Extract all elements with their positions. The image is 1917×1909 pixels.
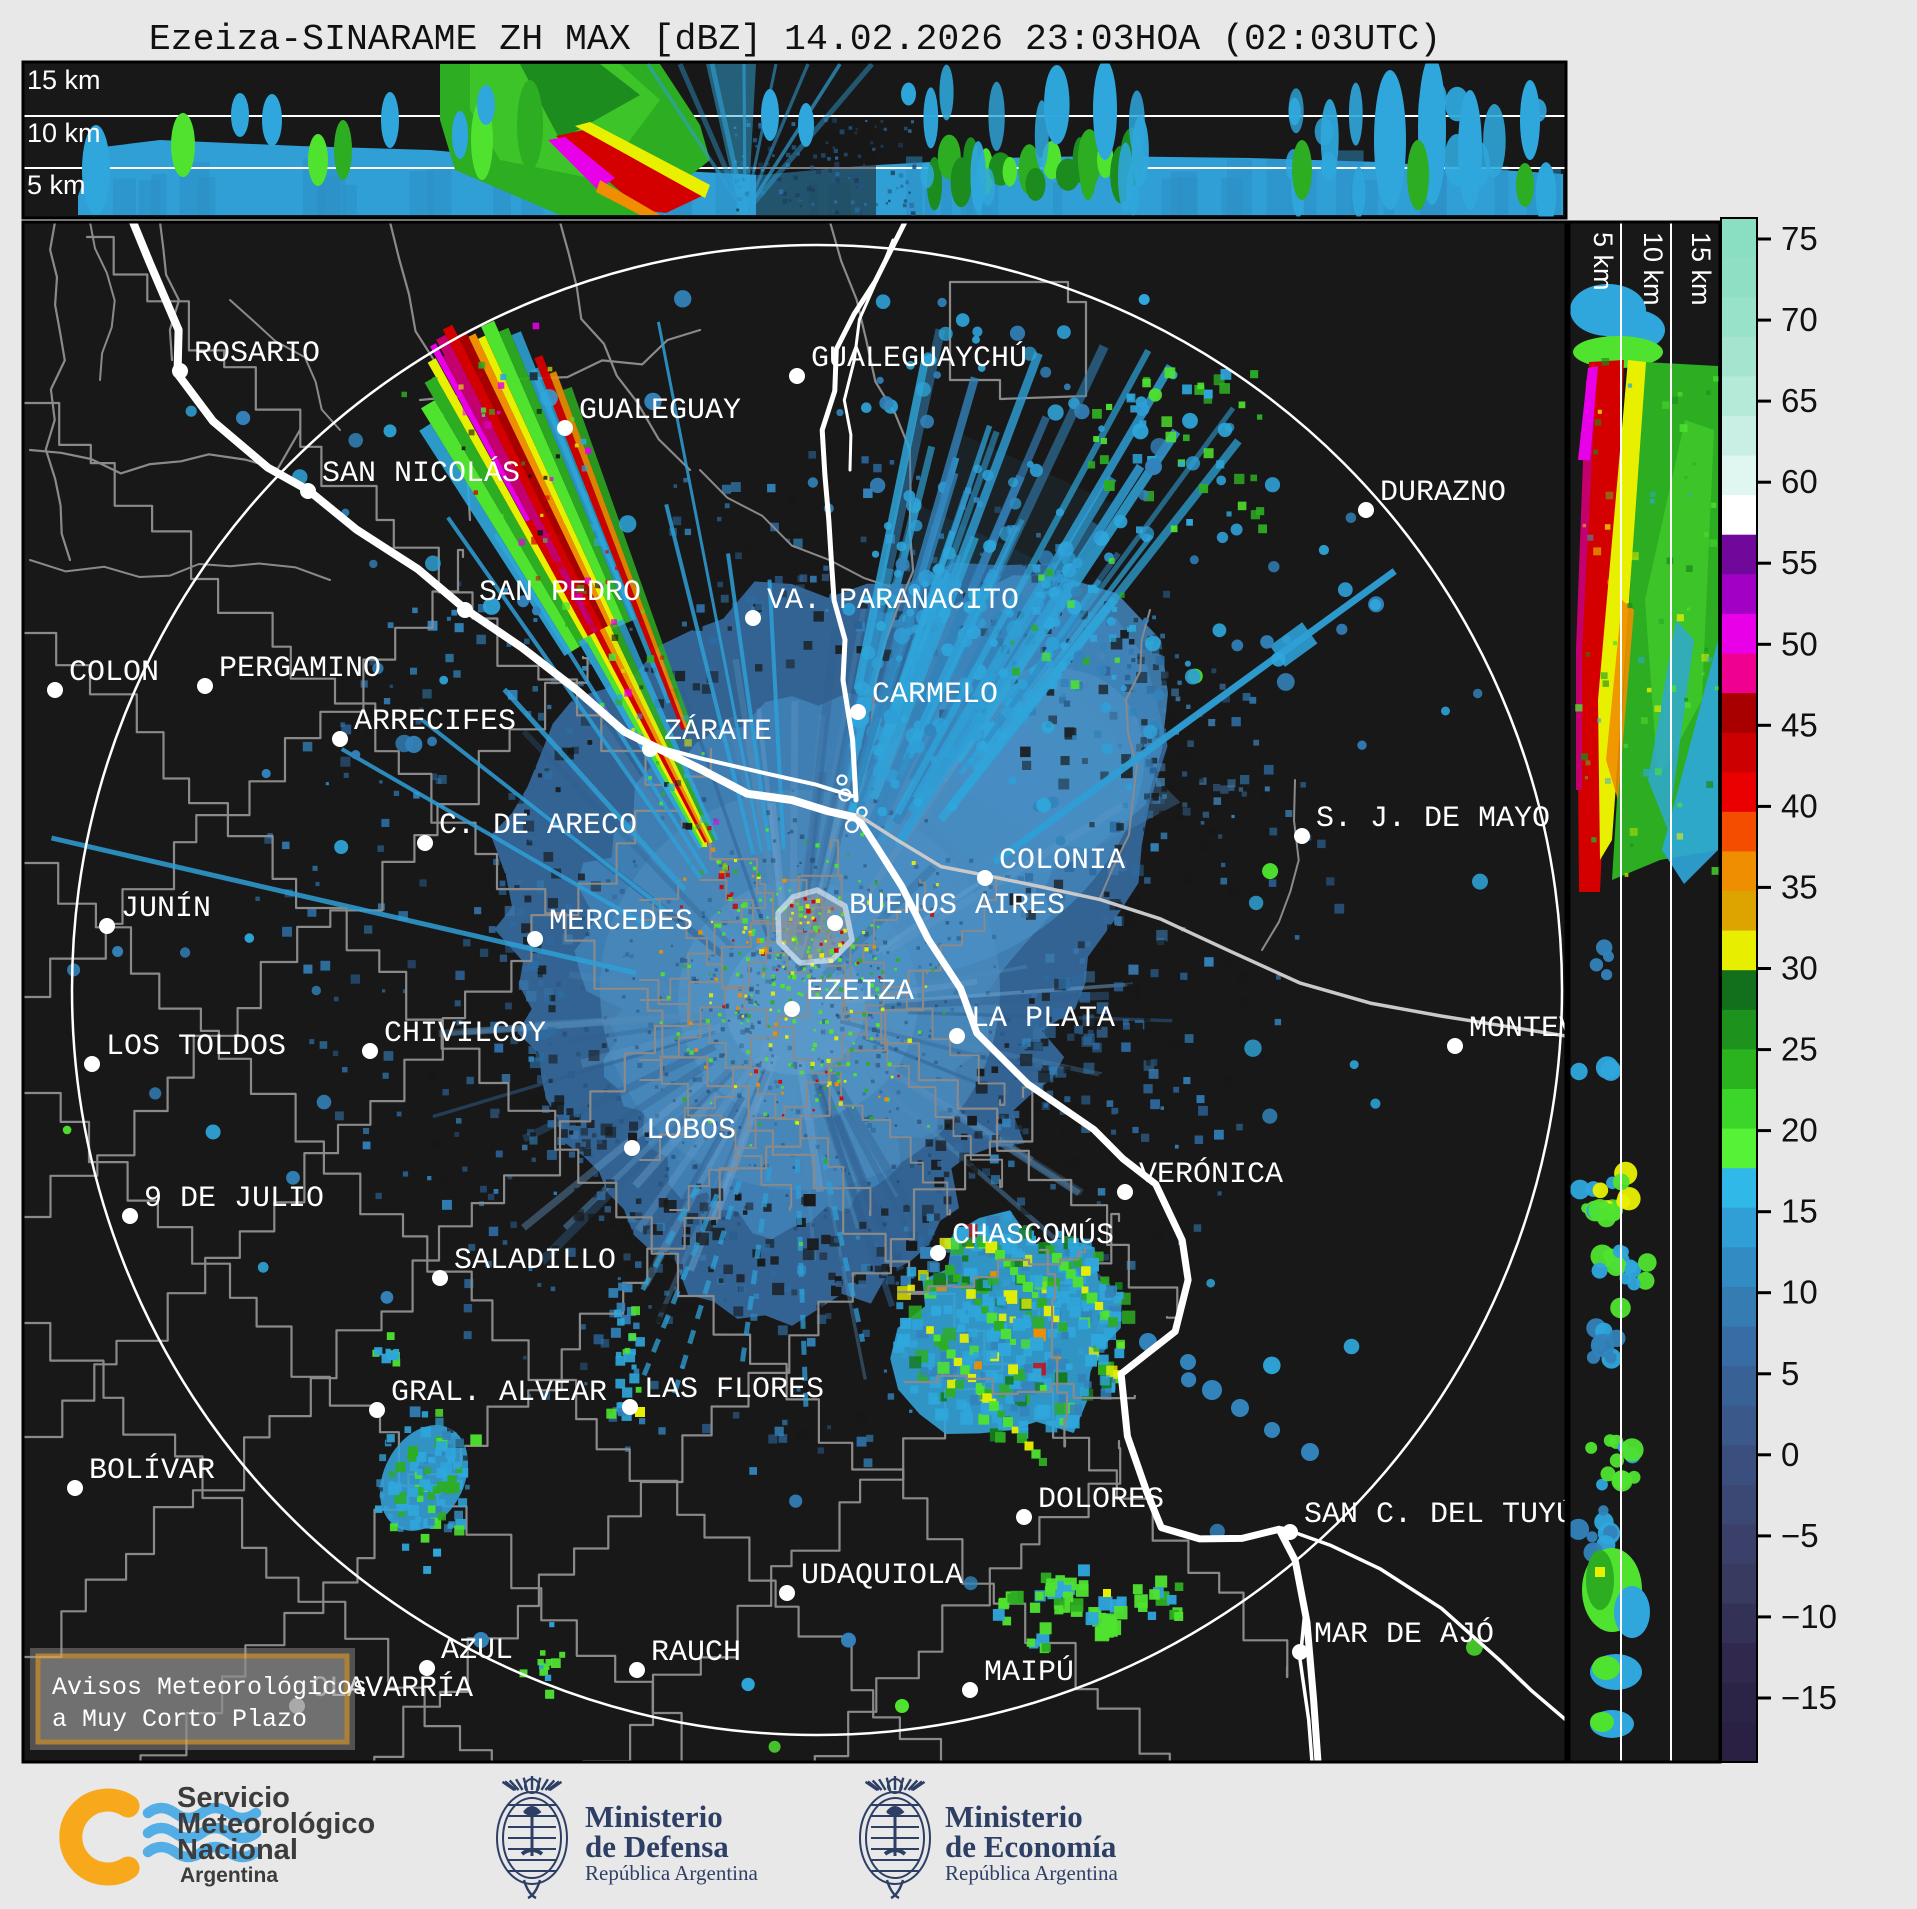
svg-text:JUNÍN: JUNÍN	[121, 891, 211, 926]
svg-text:GUALEGUAYCHÚ: GUALEGUAYCHÚ	[811, 341, 1027, 376]
svg-text:S. J. DE MAYO: S. J. DE MAYO	[1316, 802, 1550, 836]
svg-text:COLONIA: COLONIA	[999, 844, 1125, 878]
svg-text:50: 50	[1781, 625, 1818, 662]
svg-text:Ezeiza-SINARAME ZH MAX [dBZ] 1: Ezeiza-SINARAME ZH MAX [dBZ] 14.02.2026 …	[149, 19, 1441, 60]
svg-text:20: 20	[1781, 1112, 1818, 1149]
svg-text:10 km: 10 km	[27, 118, 101, 148]
svg-text:9 DE JULIO: 9 DE JULIO	[144, 1182, 324, 1216]
svg-text:SAN NICOLÁS: SAN NICOLÁS	[322, 456, 520, 491]
svg-text:−10: −10	[1781, 1598, 1837, 1635]
svg-text:Argentina: Argentina	[180, 1864, 278, 1887]
svg-text:República Argentina: República Argentina	[945, 1861, 1118, 1885]
svg-text:CHIVILCOY: CHIVILCOY	[384, 1017, 546, 1051]
svg-text:35: 35	[1781, 868, 1818, 905]
svg-text:CHASCOMÚS: CHASCOMÚS	[952, 1218, 1114, 1253]
svg-text:Nacional: Nacional	[177, 1834, 298, 1866]
svg-text:DURAZNO: DURAZNO	[1380, 476, 1506, 510]
svg-text:Ministerio: Ministerio	[945, 1799, 1083, 1834]
svg-text:10 km: 10 km	[1638, 232, 1668, 306]
svg-text:60: 60	[1781, 463, 1818, 500]
svg-text:MERCEDES: MERCEDES	[549, 905, 693, 939]
svg-text:Meteorológico: Meteorológico	[177, 1808, 375, 1840]
svg-text:55: 55	[1781, 544, 1818, 581]
svg-text:MAR DE AJÓ: MAR DE AJÓ	[1314, 1617, 1494, 1652]
svg-text:CARMELO: CARMELO	[872, 678, 998, 712]
svg-text:AZUL: AZUL	[441, 1634, 513, 1668]
svg-text:COLON: COLON	[69, 656, 159, 690]
svg-text:VERÓNICA: VERÓNICA	[1139, 1157, 1283, 1192]
svg-text:SAN C. DEL TUYÚ: SAN C. DEL TUYÚ	[1304, 1497, 1574, 1532]
svg-text:5 km: 5 km	[27, 170, 86, 200]
svg-text:BUENOS AIRES: BUENOS AIRES	[849, 889, 1065, 923]
svg-text:5 km: 5 km	[1588, 232, 1618, 291]
svg-text:0: 0	[1781, 1436, 1799, 1473]
svg-text:ROSARIO: ROSARIO	[194, 337, 320, 371]
svg-text:MAIPÚ: MAIPÚ	[984, 1655, 1074, 1690]
svg-text:−5: −5	[1781, 1517, 1819, 1554]
svg-text:LA PLATA: LA PLATA	[971, 1002, 1115, 1036]
svg-text:40: 40	[1781, 787, 1818, 824]
svg-text:GRAL. ALVEAR: GRAL. ALVEAR	[391, 1376, 607, 1410]
svg-text:VA. PARANACITO: VA. PARANACITO	[767, 584, 1019, 618]
svg-text:PERGAMINO: PERGAMINO	[219, 652, 381, 686]
svg-text:LAS FLORES: LAS FLORES	[644, 1373, 824, 1407]
svg-text:15 km: 15 km	[1686, 232, 1716, 306]
svg-text:de Defensa: de Defensa	[585, 1829, 729, 1864]
svg-text:Servicio: Servicio	[177, 1782, 290, 1814]
svg-text:45: 45	[1781, 706, 1818, 743]
svg-text:ARRECIFES: ARRECIFES	[354, 705, 516, 739]
svg-text:10: 10	[1781, 1274, 1818, 1311]
svg-text:25: 25	[1781, 1031, 1818, 1068]
svg-text:75: 75	[1781, 220, 1818, 257]
svg-text:15: 15	[1781, 1193, 1818, 1230]
svg-text:DOLORES: DOLORES	[1038, 1483, 1164, 1517]
svg-text:LOBOS: LOBOS	[646, 1114, 736, 1148]
svg-text:5: 5	[1781, 1355, 1799, 1392]
svg-text:ZÁRATE: ZÁRATE	[664, 714, 772, 749]
svg-text:República Argentina: República Argentina	[585, 1861, 758, 1885]
svg-text:Avisos Meteorológicos: Avisos Meteorológicos	[52, 1673, 367, 1702]
svg-text:15 km: 15 km	[27, 65, 101, 95]
svg-text:SALADILLO: SALADILLO	[454, 1244, 616, 1278]
svg-text:LOS TOLDOS: LOS TOLDOS	[106, 1030, 286, 1064]
svg-text:C. DE ARECO: C. DE ARECO	[439, 809, 637, 843]
svg-text:SAN PEDRO: SAN PEDRO	[479, 576, 641, 610]
svg-text:a Muy Corto Plazo: a Muy Corto Plazo	[52, 1705, 307, 1734]
svg-text:BOLÍVAR: BOLÍVAR	[89, 1453, 215, 1488]
svg-text:EZEIZA: EZEIZA	[806, 975, 914, 1009]
svg-text:UDAQUIOLA: UDAQUIOLA	[801, 1559, 963, 1593]
svg-text:MONTEVIDEO: MONTEVIDEO	[1469, 1012, 1649, 1046]
svg-text:−15: −15	[1781, 1679, 1837, 1716]
svg-text:65: 65	[1781, 382, 1818, 419]
svg-text:GUALEGUAY: GUALEGUAY	[579, 394, 741, 428]
svg-text:RAUCH: RAUCH	[651, 1636, 741, 1670]
svg-text:de Economía: de Economía	[945, 1829, 1117, 1864]
svg-text:70: 70	[1781, 301, 1818, 338]
svg-text:Ministerio: Ministerio	[585, 1799, 723, 1834]
svg-text:30: 30	[1781, 950, 1818, 987]
